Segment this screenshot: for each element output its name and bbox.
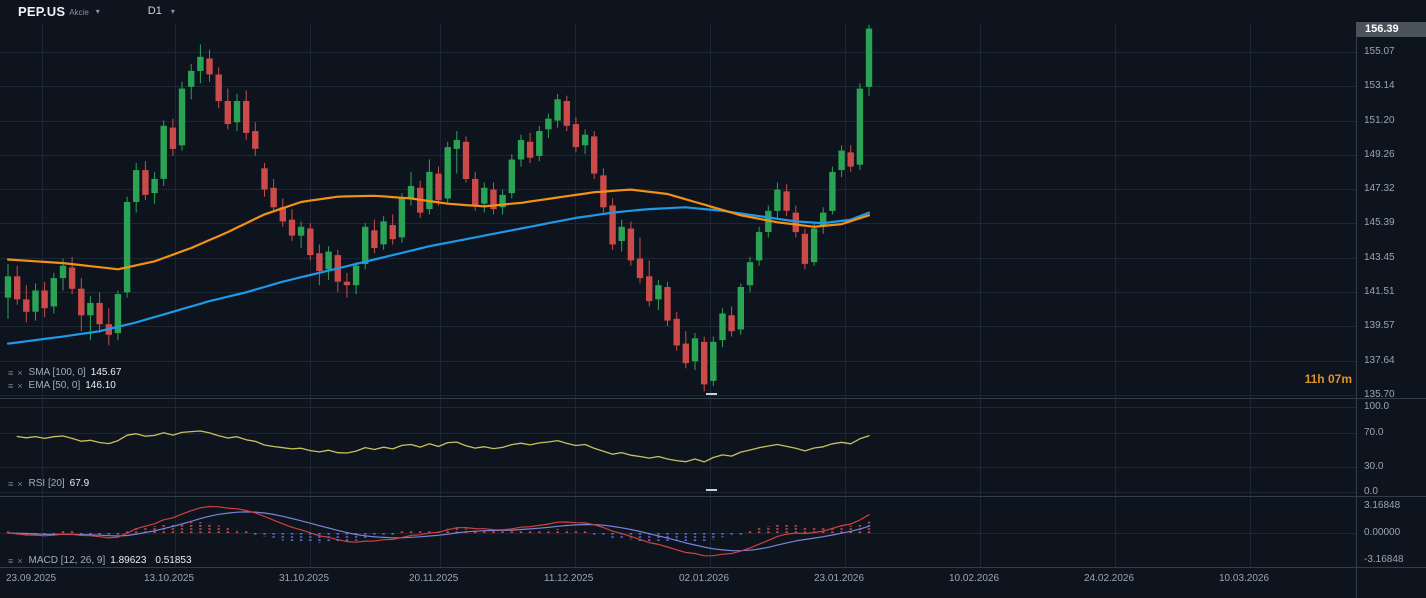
date-tick-label: 31.10.2025 [279, 573, 330, 584]
rsi-tick-label: 0.0 [1364, 486, 1378, 497]
date-tick-label: 10.02.2026 [949, 573, 1000, 584]
timeframe-selector[interactable]: D1 ▾ [148, 5, 175, 17]
macd-tick-label: 0.00000 [1364, 527, 1401, 538]
legend-row-macd: ≡ × MACD [12, 26, 9] 1.89623 0.51853 [8, 555, 192, 566]
price-tick-label: 145.39 [1364, 217, 1395, 228]
indicator-settings-icon[interactable]: ≡ [8, 380, 14, 391]
date-tick-label: 13.10.2025 [144, 573, 195, 584]
indicator-value: 1.89623 [110, 555, 147, 566]
date-axis[interactable]: 23.09.2025 13.10.2025 31.10.2025 20.11.2025… [0, 567, 1356, 598]
price-tick-label: 151.20 [1364, 115, 1395, 126]
last-price-tag: 156.39 [1356, 22, 1426, 37]
date-tick-label: 02.01.2026 [679, 573, 730, 584]
indicator-name: MACD [28, 555, 58, 566]
legend-row-ema: ≡ × EMA [50, 0] 146.10 [8, 380, 116, 391]
indicator-name: SMA [28, 367, 50, 378]
indicator-settings-icon[interactable]: ≡ [8, 478, 14, 489]
price-tick-label: 149.26 [1364, 149, 1395, 160]
price-axis[interactable]: 155.07 153.14 151.20 149.26 147.32 145.39 143.… [1357, 0, 1426, 567]
price-tick-label: 155.07 [1364, 46, 1395, 57]
indicator-name: RSI [28, 478, 46, 489]
date-tick-label: 10.03.2026 [1219, 573, 1270, 584]
timeframe-caret-down-icon[interactable]: ▾ [170, 6, 175, 16]
indicator-params: [50, 0] [52, 380, 81, 391]
rsi-tick-label: 70.0 [1364, 427, 1384, 438]
indicator-value-2: 0.51853 [155, 555, 192, 566]
symbol-caret-down-icon[interactable]: ▾ [95, 6, 100, 16]
price-tick-label: 153.14 [1364, 80, 1395, 91]
rsi-tick-label: 30.0 [1364, 461, 1384, 472]
indicator-params: [20] [47, 478, 65, 489]
price-tick-label: 147.32 [1364, 183, 1395, 194]
indicator-remove-icon[interactable]: × [17, 380, 23, 391]
symbol-label[interactable]: PEP.US [18, 3, 66, 19]
date-tick-label: 23.09.2025 [6, 573, 57, 584]
price-tick-label: 139.57 [1364, 320, 1395, 331]
indicator-remove-icon[interactable]: × [17, 555, 23, 566]
candle-countdown: 11h 07m [1304, 372, 1352, 386]
legend-row-rsi: ≡ × RSI [20] 67.9 [8, 478, 89, 489]
price-tick-label: 135.70 [1364, 389, 1395, 400]
date-tick-label: 11.12.2025 [544, 573, 594, 584]
indicator-value: 146.10 [85, 380, 116, 391]
date-tick-label: 24.02.2026 [1084, 573, 1135, 584]
macd-tick-label: 3.16848 [1364, 500, 1401, 511]
date-tick-label: 23.01.2026 [814, 573, 865, 584]
legend-row-sma: ≡ × SMA [100, 0] 145.67 [8, 367, 121, 378]
indicator-remove-icon[interactable]: × [17, 478, 23, 489]
instrument-type-label: Akcie [69, 7, 89, 17]
indicator-settings-icon[interactable]: ≡ [8, 555, 14, 566]
indicator-remove-icon[interactable]: × [17, 367, 23, 378]
macd-tick-label: -3.16848 [1364, 554, 1404, 565]
indicator-name: EMA [28, 380, 50, 391]
price-tick-label: 143.45 [1364, 252, 1395, 263]
price-tick-label: 137.64 [1364, 355, 1395, 366]
indicator-value: 145.67 [90, 367, 122, 378]
date-tick-label: 20.11.2025 [409, 573, 459, 584]
indicator-value: 67.9 [69, 478, 90, 489]
timeframe-label: D1 [147, 5, 162, 17]
rsi-tick-label: 100.0 [1364, 401, 1390, 412]
chart-toolbar: PEP.US Akcie ▾ D1 ▾ [0, 0, 1426, 22]
indicator-params: [100, 0] [52, 367, 86, 378]
indicator-params: [12, 26, 9] [60, 555, 106, 566]
price-tick-label: 141.51 [1364, 286, 1395, 297]
indicator-settings-icon[interactable]: ≡ [8, 367, 14, 378]
